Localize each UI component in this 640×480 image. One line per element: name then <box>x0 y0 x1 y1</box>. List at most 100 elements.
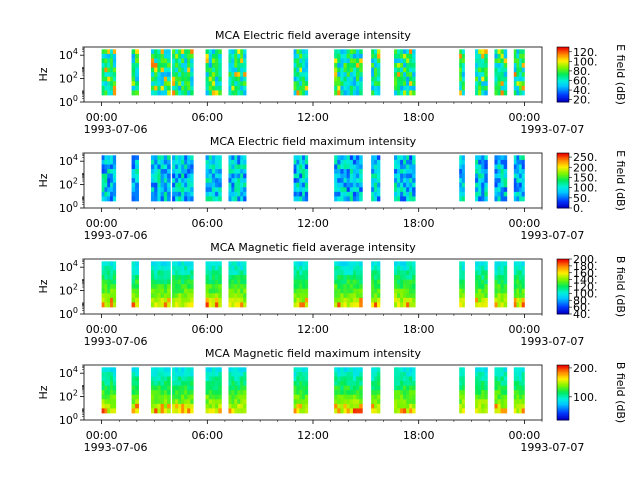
heatmap-cell <box>484 182 488 188</box>
heatmap-cell <box>243 261 247 267</box>
colorbar-segment <box>557 64 569 67</box>
heatmap-cell <box>503 49 508 55</box>
heatmap-cell <box>412 394 416 400</box>
heatmap-cell <box>356 58 360 64</box>
heatmap-cell <box>403 76 407 82</box>
heatmap-cell <box>304 182 309 188</box>
heatmap-cell <box>516 302 520 308</box>
heatmap-cell <box>503 293 508 299</box>
heatmap-cell <box>167 187 171 193</box>
heatmap-cell <box>397 390 401 396</box>
colorbar-segment <box>557 292 569 294</box>
heatmap-cell <box>519 279 523 285</box>
heatmap-cell <box>513 81 517 87</box>
heatmap-cell <box>400 297 404 303</box>
heatmap-cell <box>409 371 413 377</box>
heatmap-cell <box>160 399 165 405</box>
heatmap-cell <box>337 293 341 299</box>
heatmap-cell <box>359 376 363 382</box>
heatmap-cell <box>172 270 176 276</box>
heatmap-cell <box>131 403 136 409</box>
heatmap-cell <box>349 284 354 290</box>
heatmap-cell <box>160 385 165 391</box>
heatmap-cell <box>104 159 108 165</box>
heatmap-cell <box>475 371 479 377</box>
heatmap-cell <box>163 67 168 73</box>
heatmap-cell <box>302 288 306 294</box>
heatmap-cell <box>475 173 479 179</box>
heatmap-cell <box>167 67 171 73</box>
heatmap-cell <box>135 385 139 391</box>
heatmap-cell <box>231 49 235 55</box>
heatmap-cell <box>240 293 244 299</box>
heatmap-cell <box>160 265 165 271</box>
heatmap-cell <box>337 178 341 184</box>
heatmap-cell <box>503 288 508 294</box>
heatmap-cell <box>513 90 517 96</box>
heatmap-cell <box>352 376 357 382</box>
heatmap-cell <box>475 169 479 174</box>
heatmap-cell <box>157 275 162 280</box>
heatmap-cell <box>184 58 188 64</box>
colorbar-segment <box>557 66 569 69</box>
heatmap-cell <box>484 394 488 400</box>
heatmap-cell <box>484 155 488 161</box>
colorbar-segment <box>557 414 569 417</box>
colorbar-segment <box>557 162 569 165</box>
heatmap-cell <box>494 403 498 409</box>
heatmap-cell <box>215 63 219 68</box>
heatmap-cell <box>521 297 525 303</box>
heatmap-cell <box>208 279 213 285</box>
heatmap-cell <box>397 381 401 386</box>
heatmap-cell <box>478 399 482 405</box>
heatmap-cell <box>478 293 482 299</box>
heatmap-cell <box>131 275 136 280</box>
heatmap-cell <box>190 297 194 303</box>
heatmap-cell <box>296 164 300 170</box>
heatmap-cell <box>107 394 111 400</box>
colorbar-segment <box>557 47 569 49</box>
heatmap-cell <box>377 67 381 73</box>
heatmap-cell <box>218 72 222 78</box>
heatmap-cell <box>187 169 191 174</box>
heatmap-cell <box>340 288 344 294</box>
heatmap-cell <box>475 302 479 308</box>
heatmap-cell <box>478 265 482 271</box>
heatmap-cell <box>243 297 247 303</box>
colorbar-segment <box>557 172 569 175</box>
colorbar-segment <box>557 304 569 307</box>
heatmap-cell <box>412 293 416 299</box>
heatmap-cell <box>519 76 523 82</box>
heatmap-cell <box>461 288 465 294</box>
heatmap-cell <box>394 399 398 405</box>
heatmap-cell <box>172 155 176 161</box>
heatmap-cell <box>131 385 136 391</box>
heatmap-cell <box>356 67 360 73</box>
heatmap-cell <box>184 371 188 377</box>
heatmap-cell <box>205 58 210 64</box>
heatmap-cell <box>240 178 244 184</box>
heatmap-cell <box>500 394 505 400</box>
heatmap-cell <box>334 182 338 188</box>
heatmap-cell <box>346 196 351 202</box>
heatmap-cell <box>400 265 404 271</box>
heatmap-cell <box>343 275 348 280</box>
heatmap-cell <box>461 191 465 197</box>
heatmap-cell <box>231 275 235 280</box>
colorbar-segment <box>557 58 569 60</box>
heatmap-cell <box>296 275 300 280</box>
heatmap-cell <box>337 297 341 303</box>
heatmap-cell <box>343 49 348 55</box>
heatmap-cell <box>459 81 463 87</box>
heatmap-cell <box>403 169 407 174</box>
heatmap-cell <box>340 196 344 202</box>
heatmap-cell <box>243 85 247 91</box>
heatmap-cell <box>237 53 241 59</box>
heatmap-cell <box>101 261 105 267</box>
heatmap-cell <box>475 178 479 184</box>
heatmap-cell <box>190 376 194 382</box>
heatmap-cell <box>231 58 235 64</box>
heatmap-cell <box>356 385 360 391</box>
heatmap-cell <box>394 371 398 377</box>
heatmap-cell <box>243 53 247 59</box>
